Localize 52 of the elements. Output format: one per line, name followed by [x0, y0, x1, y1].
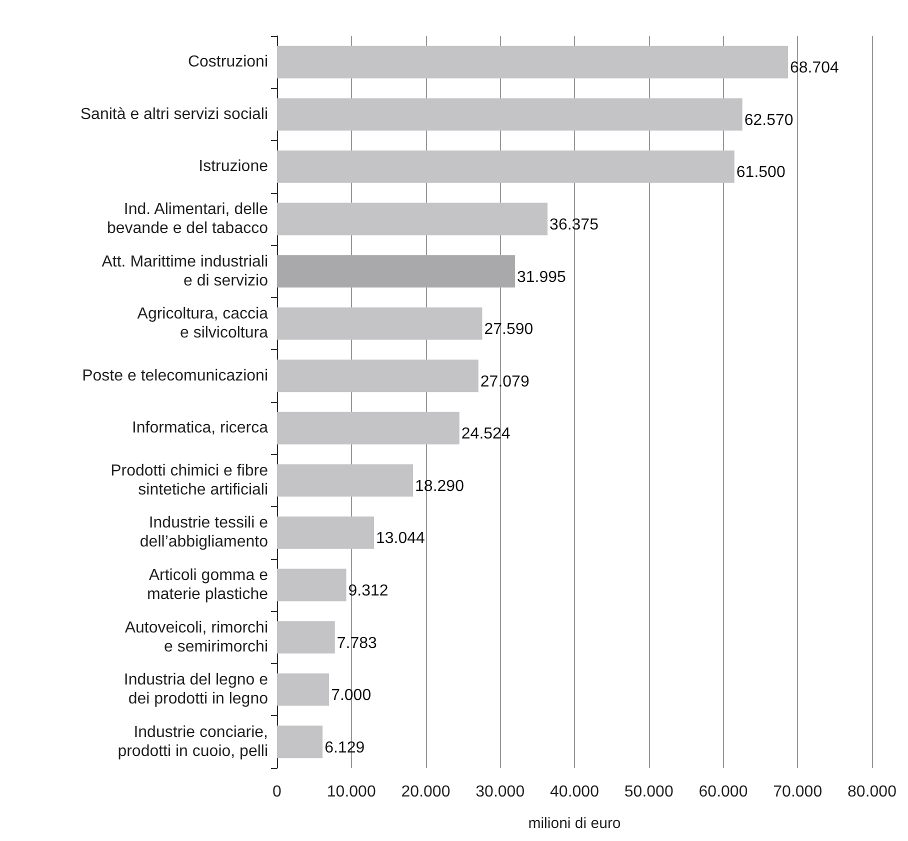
- y-tick-label: Autoveicoli, rimorchi e semirimorchi: [124, 619, 268, 656]
- data-label: 13.044: [376, 530, 426, 548]
- data-label: 62.570: [744, 112, 794, 129]
- y-tick-label: Agricoltura, caccia e silvicoltura: [137, 306, 268, 342]
- bar: [277, 726, 323, 758]
- data-label: 24.524: [461, 426, 510, 443]
- bar: [277, 516, 374, 549]
- bar: [277, 202, 548, 236]
- x-tick-label: 40.000: [550, 784, 600, 800]
- y-tick-label: Poste e telecomunicazioni: [82, 367, 268, 384]
- data-label: 27.590: [484, 321, 534, 338]
- y-tick-label: Istruzione: [198, 158, 268, 176]
- bar: [277, 568, 346, 602]
- data-label: 27.079: [480, 373, 530, 390]
- bar: [277, 46, 788, 78]
- bar: [277, 360, 478, 392]
- bar: [277, 464, 414, 497]
- y-tick-label: Industrie conciarie, prodotti in cuoio, pelli: [118, 724, 268, 760]
- bar: [277, 673, 330, 706]
- x-tick-label: 30.000: [476, 784, 525, 800]
- x-tick-label: 50.000: [624, 784, 674, 800]
- bar: [277, 255, 515, 288]
- data-label: 18.290: [415, 478, 464, 495]
- x-tick-label: 60.000: [698, 784, 748, 800]
- bar: [277, 150, 734, 183]
- bar: [277, 621, 335, 654]
- y-tick-label: Industria del legno e dei prodotti in legno: [124, 672, 268, 708]
- x-tick-label: 0: [272, 784, 282, 800]
- data-label: 7.783: [336, 634, 378, 652]
- data-label: 61.500: [736, 164, 786, 182]
- y-tick-label: Ind. Alimentari, delle bevande e del tabacco: [106, 201, 268, 237]
- bar: [277, 412, 460, 444]
- data-label: 9.312: [348, 582, 388, 600]
- y-tick-label: Articoli gomma e materie plastiche: [147, 567, 268, 603]
- data-label: 68.704: [790, 60, 840, 77]
- data-label: 7.000: [331, 687, 372, 704]
- x-tick-label: 10.000: [326, 784, 376, 800]
- x-tick-label: 20.000: [401, 784, 450, 800]
- x-axis-title: milioni di euro: [528, 815, 621, 832]
- x-tick-label: 70.000: [773, 784, 822, 800]
- y-tick-label: Prodotti chimici e fibre sintetiche artificiali: [110, 462, 268, 498]
- x-tick-label: 80.000: [848, 784, 897, 800]
- y-tick-label: Att. Marittime industriali e di servizio: [102, 253, 268, 290]
- y-tick-label: Industrie tessili e dell’abbigliamento: [140, 514, 268, 551]
- bar: [277, 307, 482, 340]
- bar: [277, 98, 742, 131]
- y-tick-label: Costruzioni: [188, 54, 268, 71]
- y-tick-label: Informatica, ricerca: [132, 420, 268, 437]
- y-tick-label: Sanità e altri servizi sociali: [80, 106, 268, 123]
- data-label: 6.129: [324, 739, 365, 756]
- data-label: 31.995: [516, 268, 566, 286]
- data-label: 36.375: [550, 216, 599, 234]
